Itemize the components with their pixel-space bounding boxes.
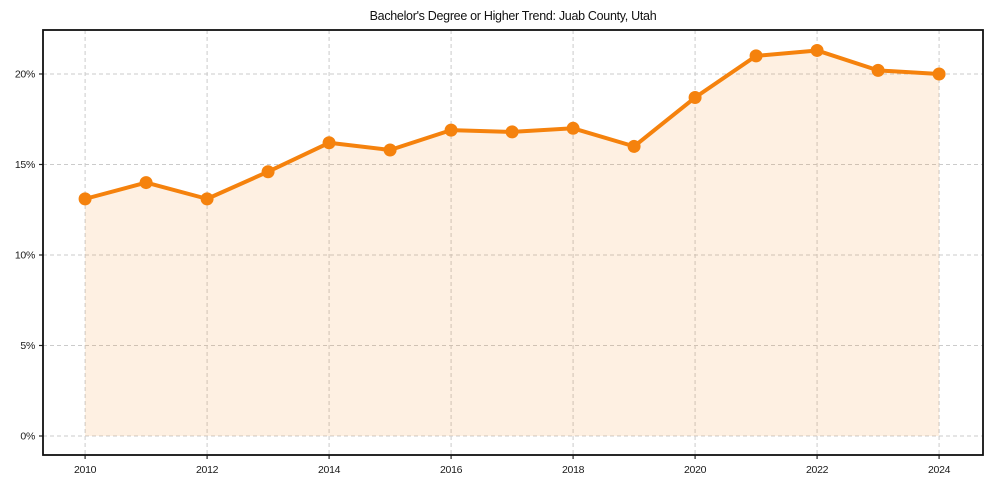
- y-axis-labels: 0% 5% 10% 15% 20%: [15, 69, 35, 443]
- x-tick-label: 2018: [562, 464, 585, 476]
- x-tick-label: 2024: [928, 464, 951, 476]
- data-point-2018: [566, 121, 580, 135]
- data-points: [78, 43, 946, 206]
- y-tick-label: 10%: [15, 250, 35, 262]
- data-point-2014: [322, 136, 336, 150]
- data-point-2013: [261, 165, 275, 179]
- x-tick-label: 2012: [196, 464, 219, 476]
- data-point-2016: [444, 123, 458, 137]
- y-tick-label: 5%: [20, 340, 35, 352]
- y-tick-label: 0%: [20, 431, 35, 443]
- data-point-2023: [871, 63, 885, 77]
- x-tick-label: 2020: [684, 464, 707, 476]
- x-tick-label: 2016: [440, 464, 463, 476]
- data-point-2021: [749, 49, 763, 63]
- data-point-2011: [139, 176, 153, 190]
- data-point-2019: [627, 139, 641, 153]
- data-point-2010: [78, 192, 92, 206]
- plot-frame: [42, 29, 984, 456]
- y-tick-label: 20%: [15, 69, 35, 81]
- data-point-2020: [688, 91, 702, 105]
- data-point-2017: [505, 125, 519, 139]
- data-point-2024: [932, 67, 946, 81]
- area-fill-shape: [85, 50, 940, 436]
- x-tick-label: 2014: [318, 464, 341, 476]
- data-point-2015: [383, 143, 397, 157]
- data-point-2022: [810, 43, 824, 57]
- y-tick-label: 15%: [15, 159, 35, 171]
- x-tick-label: 2010: [74, 464, 97, 476]
- x-tick-label: 2022: [806, 464, 829, 476]
- x-axis-labels: 2010 2012 2014 2016 2018 2020 2022 2024: [74, 464, 951, 476]
- area-fill: [85, 50, 940, 436]
- chart-title: Bachelor's Degree or Higher Trend: Juab …: [370, 9, 657, 23]
- data-point-2012: [200, 192, 214, 206]
